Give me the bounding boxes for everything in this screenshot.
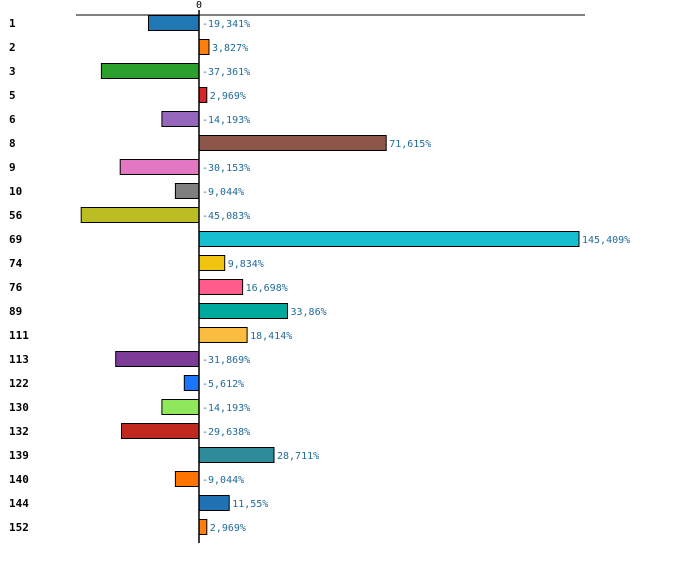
category-label: 9 [9,161,16,174]
value-label: 16,698% [246,283,288,294]
bar [198,327,248,343]
bar [161,399,200,415]
value-label: -31,869% [202,355,250,366]
category-label: 140 [9,473,29,486]
category-label: 6 [9,113,16,126]
value-label: 145,409% [582,235,630,246]
value-label: -9,044% [202,187,244,198]
category-label: 152 [9,521,29,534]
value-label: -14,193% [202,115,250,126]
bar [198,495,230,511]
bar [174,183,200,199]
bar [80,207,200,223]
value-label: 33,86% [291,307,327,318]
category-label: 5 [9,89,16,102]
bar [198,447,275,463]
bar [198,135,387,151]
bar [100,63,200,79]
value-label: 3,827% [212,43,248,54]
zero-tick-label: 0 [196,0,202,11]
category-label: 132 [9,425,29,438]
category-label: 74 [9,257,23,270]
bar [148,15,200,31]
bar [198,231,580,247]
bar [198,255,226,271]
value-label: -14,193% [202,403,250,414]
category-label: 76 [9,281,23,294]
value-label: 71,615% [389,139,431,150]
value-label: -9,044% [202,475,244,486]
value-label: -19,341% [202,19,250,30]
category-label: 8 [9,137,16,150]
category-label: 2 [9,41,16,54]
bar [198,303,288,319]
category-label: 111 [9,329,29,342]
value-label: -30,153% [202,163,250,174]
category-label: 122 [9,377,29,390]
value-label: -45,083% [202,211,250,222]
category-label: 89 [9,305,22,318]
category-label: 113 [9,353,29,366]
bar [119,159,200,175]
bar [174,471,200,487]
value-label: -5,612% [202,379,244,390]
value-label: 9,834% [228,259,264,270]
bar [161,111,200,127]
value-label: 28,711% [277,451,319,462]
value-label: 2,969% [210,523,246,534]
value-label: 2,969% [210,91,246,102]
bar [198,279,244,295]
value-label: -37,361% [202,67,250,78]
category-label: 144 [9,497,29,510]
category-label: 69 [9,233,22,246]
bars-group: 1 -19,341% 2 3,827% 3 -37,361% 5 2,969% 6 -14,193… [9,15,630,535]
bar [198,39,210,55]
category-label: 3 [9,65,16,78]
value-label: 11,55% [232,499,268,510]
category-label: 139 [9,449,29,462]
bar [121,423,200,439]
bar [198,87,208,103]
category-label: 10 [9,185,22,198]
value-label: -29,638% [202,427,250,438]
value-label: 18,414% [250,331,292,342]
category-label: 1 [9,17,16,30]
bar [198,519,208,535]
category-label: 130 [9,401,29,414]
category-label: 56 [9,209,23,222]
bar [115,351,200,367]
bar [183,375,200,391]
